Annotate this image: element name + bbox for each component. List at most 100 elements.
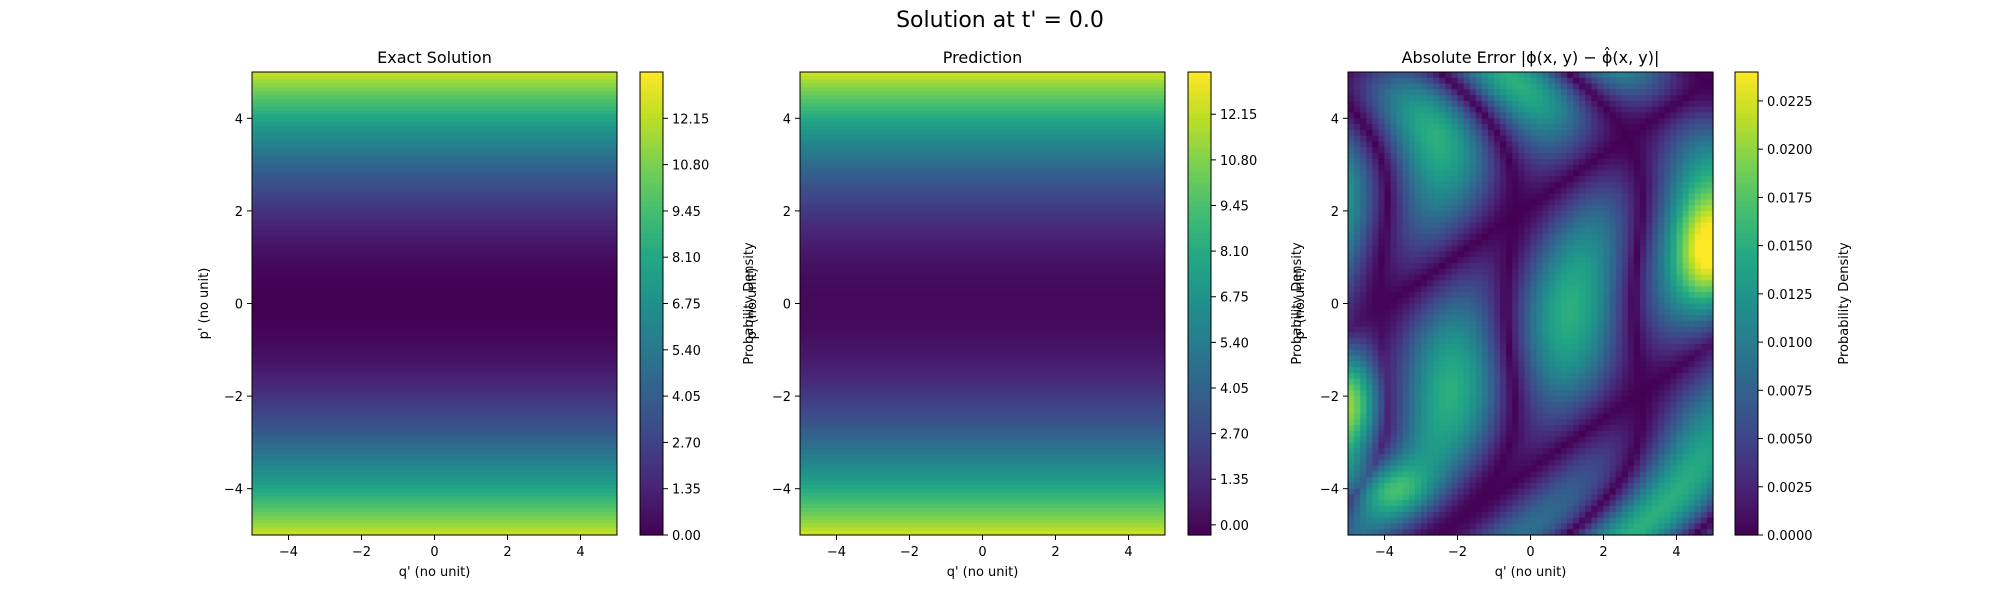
heatmap-cell: [1688, 494, 1696, 501]
heatmap-cell: [1591, 477, 1599, 484]
heatmap-cell: [1694, 332, 1702, 339]
heatmap-cell: [1433, 407, 1440, 415]
heatmap-cell: [1390, 153, 1398, 160]
heatmap-cell: [1567, 176, 1574, 183]
heatmap-cell: [1676, 216, 1684, 224]
heatmap-cell: [1433, 83, 1440, 90]
heatmap-cell: [1512, 77, 1519, 85]
heatmap-cell: [1451, 251, 1459, 258]
heatmap-cell: [1694, 482, 1702, 490]
heatmap-cell: [1585, 89, 1592, 96]
heatmap-cell: [1536, 442, 1544, 449]
heatmap-cell: [1664, 378, 1672, 386]
heatmap-cell: [1676, 170, 1684, 177]
heatmap-cell: [1640, 477, 1647, 484]
heatmap-cell: [1512, 315, 1519, 322]
heatmap-cell: [1451, 303, 1459, 310]
heatmap-cell: [1664, 187, 1672, 195]
heatmap-cell: [1445, 205, 1453, 212]
heatmap-cell: [1627, 72, 1635, 79]
heatmap-cell: [1633, 378, 1641, 386]
heatmap-cell: [1354, 315, 1361, 322]
heatmap-cell: [1372, 216, 1380, 224]
heatmap-cell: [1579, 425, 1586, 432]
heatmap-cell: [1469, 118, 1477, 125]
heatmap-cell: [1554, 459, 1562, 467]
heatmap-cell: [1366, 407, 1373, 415]
heatmap-cell: [1427, 222, 1434, 229]
heatmap-cell: [1408, 216, 1416, 224]
heatmap-cell: [1670, 77, 1678, 85]
heatmap-cell: [1396, 100, 1404, 108]
heatmap-cell: [1688, 320, 1696, 328]
heatmap-cell: [1652, 83, 1659, 90]
heatmap-cell: [1573, 378, 1580, 386]
heatmap-cell: [1481, 430, 1489, 438]
heatmap-cell: [1609, 268, 1617, 276]
heatmap-cell: [1567, 257, 1574, 264]
heatmap-cell: [1524, 129, 1532, 137]
heatmap-cell: [1506, 482, 1513, 490]
heatmap-cell: [1706, 83, 1714, 90]
heatmap-cell: [1652, 459, 1659, 467]
heatmap-cell: [1591, 274, 1599, 281]
heatmap-cell: [1603, 407, 1611, 415]
heatmap-cell: [1658, 309, 1665, 316]
heatmap-cell: [1481, 320, 1489, 328]
heatmap-cell: [1579, 482, 1586, 490]
heatmap-cell: [1688, 459, 1696, 467]
heatmap-cell: [1670, 118, 1678, 125]
heatmap-cell: [1573, 465, 1580, 472]
heatmap-cell: [1354, 442, 1361, 449]
heatmap-cell: [1573, 181, 1580, 189]
heatmap-cell: [1421, 286, 1428, 293]
heatmap-cell: [1597, 477, 1605, 484]
heatmap-cell: [1378, 500, 1386, 507]
heatmap-cell: [1524, 291, 1532, 299]
heatmap-cell: [1360, 170, 1367, 177]
heatmap-cell: [1512, 100, 1519, 108]
heatmap-cell: [1627, 315, 1635, 322]
heatmap-cell: [1573, 361, 1580, 368]
heatmap-cell: [1518, 430, 1526, 438]
heatmap-cell: [1530, 280, 1538, 287]
heatmap-cell: [1433, 95, 1440, 102]
heatmap-cell: [1646, 355, 1653, 362]
heatmap-cell: [1573, 89, 1580, 96]
heatmap-cell: [1646, 158, 1653, 166]
heatmap-cell: [1457, 187, 1465, 195]
heatmap-cell: [1694, 355, 1702, 362]
heatmap-cell: [1421, 100, 1428, 108]
heatmap-cell: [1378, 326, 1386, 334]
heatmap-cell: [1573, 407, 1580, 415]
heatmap-cell: [1633, 413, 1641, 420]
heatmap-cell: [1609, 135, 1617, 143]
heatmap-cell: [1451, 384, 1459, 391]
heatmap-cell: [1439, 181, 1446, 189]
heatmap-cell: [1475, 187, 1483, 195]
heatmap-cell: [1402, 482, 1410, 490]
heatmap-cell: [1451, 297, 1459, 305]
heatmap-cell: [1500, 262, 1507, 270]
heatmap-cell: [1378, 442, 1386, 449]
heatmap-cell: [1494, 228, 1501, 235]
heatmap-cell: [1560, 176, 1568, 183]
colorbar-segment: [640, 127, 663, 133]
heatmap-cell: [1536, 135, 1544, 143]
heatmap-cell: [1469, 262, 1477, 270]
heatmap-cell: [1457, 488, 1465, 496]
heatmap-cell: [1414, 112, 1422, 119]
heatmap-cell: [1706, 199, 1714, 206]
heatmap-cell: [1700, 170, 1708, 177]
heatmap-cell: [1664, 372, 1672, 380]
heatmap-cell: [1615, 100, 1623, 108]
heatmap-cell: [1433, 494, 1440, 501]
heatmap-cell: [1463, 425, 1471, 432]
heatmap-cell: [1469, 95, 1477, 102]
heatmap-cell: [1573, 118, 1580, 125]
heatmap-cell: [252, 72, 617, 77]
heatmap-cell: [1396, 112, 1404, 119]
heatmap-cell: [1554, 170, 1562, 177]
colorbar-segment: [640, 155, 663, 161]
colorbar-segment: [640, 470, 663, 476]
